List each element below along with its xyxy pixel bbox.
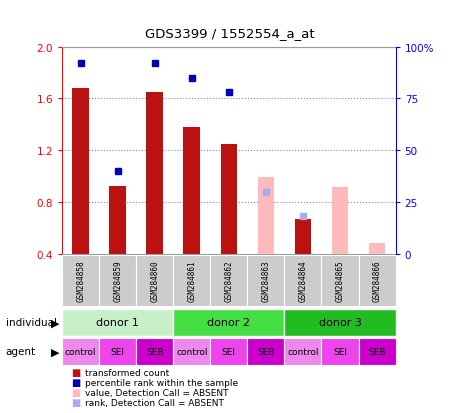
Text: donor 1: donor 1 [96, 318, 139, 328]
FancyBboxPatch shape [284, 309, 395, 336]
Text: SEB: SEB [368, 347, 385, 356]
Bar [109, 187, 126, 254]
FancyBboxPatch shape [99, 338, 136, 365]
Text: GSM284865: GSM284865 [335, 260, 344, 301]
Text: donor 2: donor 2 [207, 318, 250, 328]
Text: SEI: SEI [332, 347, 346, 356]
Bar [331, 188, 347, 254]
Text: GSM284858: GSM284858 [76, 260, 85, 301]
Text: ▶: ▶ [51, 347, 59, 356]
Text: donor 3: donor 3 [318, 318, 361, 328]
Text: GSM284863: GSM284863 [261, 260, 270, 301]
Text: SEB: SEB [146, 347, 163, 356]
FancyBboxPatch shape [210, 338, 247, 365]
FancyBboxPatch shape [247, 255, 284, 306]
FancyBboxPatch shape [321, 255, 358, 306]
FancyBboxPatch shape [173, 255, 210, 306]
Text: individual: individual [6, 318, 56, 328]
FancyBboxPatch shape [247, 338, 284, 365]
FancyBboxPatch shape [99, 255, 136, 306]
Bar [220, 144, 237, 254]
Bar [183, 128, 200, 254]
Text: GSM284859: GSM284859 [113, 260, 122, 301]
Bar [257, 178, 274, 254]
Text: transformed count: transformed count [85, 368, 169, 377]
Text: GSM284861: GSM284861 [187, 260, 196, 301]
FancyBboxPatch shape [358, 255, 395, 306]
FancyBboxPatch shape [284, 255, 321, 306]
Text: GSM284866: GSM284866 [372, 260, 381, 301]
Bar [368, 244, 385, 254]
Text: value, Detection Call = ABSENT: value, Detection Call = ABSENT [85, 388, 228, 397]
Text: control: control [286, 347, 318, 356]
Text: SEI: SEI [221, 347, 235, 356]
FancyBboxPatch shape [62, 255, 99, 306]
Text: control: control [65, 347, 96, 356]
Bar [72, 89, 89, 254]
FancyBboxPatch shape [321, 338, 358, 365]
FancyBboxPatch shape [173, 338, 210, 365]
FancyBboxPatch shape [136, 338, 173, 365]
Bar [294, 219, 311, 254]
Text: SEB: SEB [257, 347, 274, 356]
Text: ■: ■ [71, 377, 80, 387]
Text: rank, Detection Call = ABSENT: rank, Detection Call = ABSENT [85, 398, 224, 407]
FancyBboxPatch shape [173, 309, 284, 336]
FancyBboxPatch shape [358, 338, 395, 365]
FancyBboxPatch shape [284, 338, 321, 365]
FancyBboxPatch shape [62, 338, 99, 365]
FancyBboxPatch shape [136, 255, 173, 306]
Text: agent: agent [6, 347, 35, 356]
Text: control: control [176, 347, 207, 356]
Text: GSM284860: GSM284860 [150, 260, 159, 301]
Text: SEI: SEI [111, 347, 124, 356]
Text: ▶: ▶ [51, 318, 59, 328]
Text: GSM284864: GSM284864 [298, 260, 307, 301]
Text: ■: ■ [71, 368, 80, 377]
Text: GSM284862: GSM284862 [224, 260, 233, 301]
Text: ■: ■ [71, 387, 80, 397]
Text: GDS3399 / 1552554_a_at: GDS3399 / 1552554_a_at [145, 27, 314, 40]
Text: ■: ■ [71, 397, 80, 407]
FancyBboxPatch shape [62, 309, 173, 336]
Text: percentile rank within the sample: percentile rank within the sample [85, 378, 238, 387]
Bar [146, 93, 163, 254]
FancyBboxPatch shape [210, 255, 247, 306]
